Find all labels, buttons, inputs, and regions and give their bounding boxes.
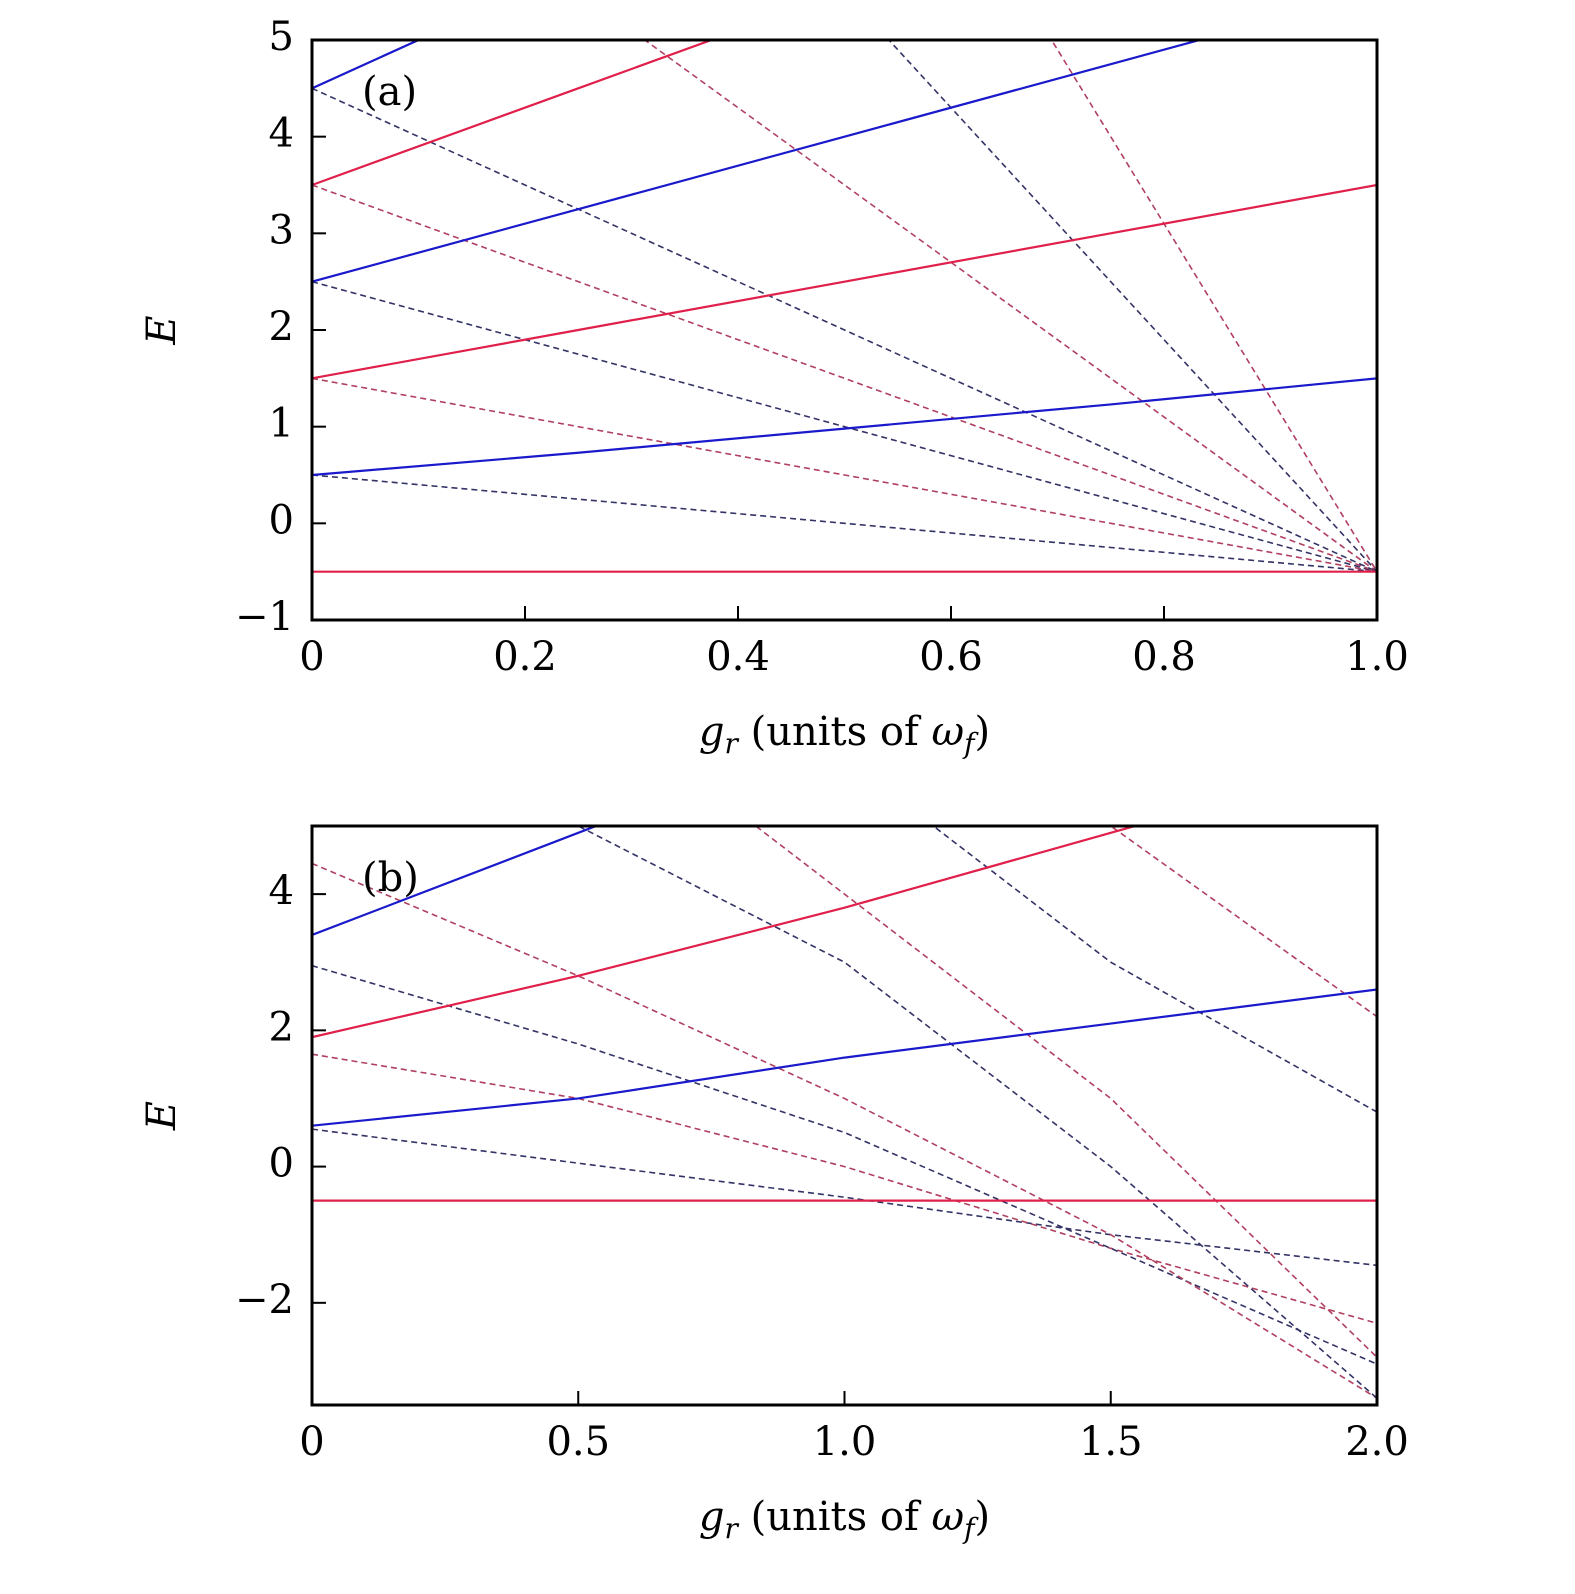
y-tick-label: 4 [269,111,294,157]
panel-label: (b) [362,855,419,901]
dashed-line [312,87,1377,573]
solid-line [312,826,1140,1039]
solid-line [312,183,1377,380]
solid-line [312,40,1204,283]
y-tick-label: 4 [269,868,294,914]
x-tick-label: 0.2 [493,634,557,680]
x-tick-label: 0.5 [546,1419,610,1465]
x-tick-label: 0.4 [706,634,770,680]
x-tick-label: 2.0 [1345,1419,1409,1465]
y-axis-label: E [139,315,185,345]
dashed-line [1050,40,1377,573]
y-axis-label: E [139,1101,185,1131]
solid-line [312,40,422,90]
x-tick-label: 1.5 [1079,1419,1143,1465]
y-tick-label: −1 [235,594,294,640]
y-tick-label: 2 [269,304,294,350]
x-tick-label: 0.6 [919,634,983,680]
solid-line [312,40,715,187]
y-tick-label: 5 [269,14,294,60]
dashed-line [312,1128,1377,1267]
x-axis-label-part: ω [931,1494,964,1540]
y-tick-label: 2 [269,1004,294,1050]
x-axis-label-part: ω [931,709,964,755]
dashed-line [931,826,1377,1113]
x-axis-label-part: r [725,1512,740,1545]
solid-line [312,377,1377,477]
plot-lines [312,40,1377,573]
x-tick-label: 0 [299,634,324,680]
y-tick-label: 1 [269,401,294,447]
x-axis-label-part: (units of [738,709,932,755]
y-tick-label: 0 [269,497,294,543]
dashed-line [576,826,1377,1399]
x-axis-label-part: g [699,709,725,755]
plot-lines [312,826,1377,1399]
x-axis-label-part: (units of [738,1494,932,1540]
x-axis-label-part: r [725,727,740,760]
x-axis-label-part: g [699,1494,725,1540]
x-axis-label-part: ) [974,709,990,755]
solid-line [312,988,1377,1127]
dashed-line [312,1053,1377,1325]
dashed-line [312,184,1377,573]
dashed-line [312,862,1377,1399]
dashed-line [312,964,1377,1365]
y-tick-label: 3 [269,207,294,253]
x-tick-label: 0 [299,1419,324,1465]
x-axis-label: gr (units of ωf) [699,709,990,760]
dashed-line [312,474,1377,573]
dashed-line [1109,826,1377,1018]
plot-frame [310,824,1379,1407]
dashed-line [754,826,1377,1358]
x-axis-label-part: ) [974,1494,990,1540]
panel-label: (a) [362,69,417,115]
x-tick-label: 1.0 [813,1419,877,1465]
x-tick-label: 0.8 [1132,634,1196,680]
dashed-line [312,377,1377,573]
solid-line [312,826,600,937]
dashed-line [887,40,1377,573]
dashed-line [312,280,1377,573]
x-tick-label: 1.0 [1345,634,1409,680]
dashed-line [643,40,1377,573]
y-tick-label: −2 [235,1277,294,1323]
y-tick-label: 0 [269,1141,294,1187]
x-axis-label: gr (units of ωf) [699,1494,990,1545]
